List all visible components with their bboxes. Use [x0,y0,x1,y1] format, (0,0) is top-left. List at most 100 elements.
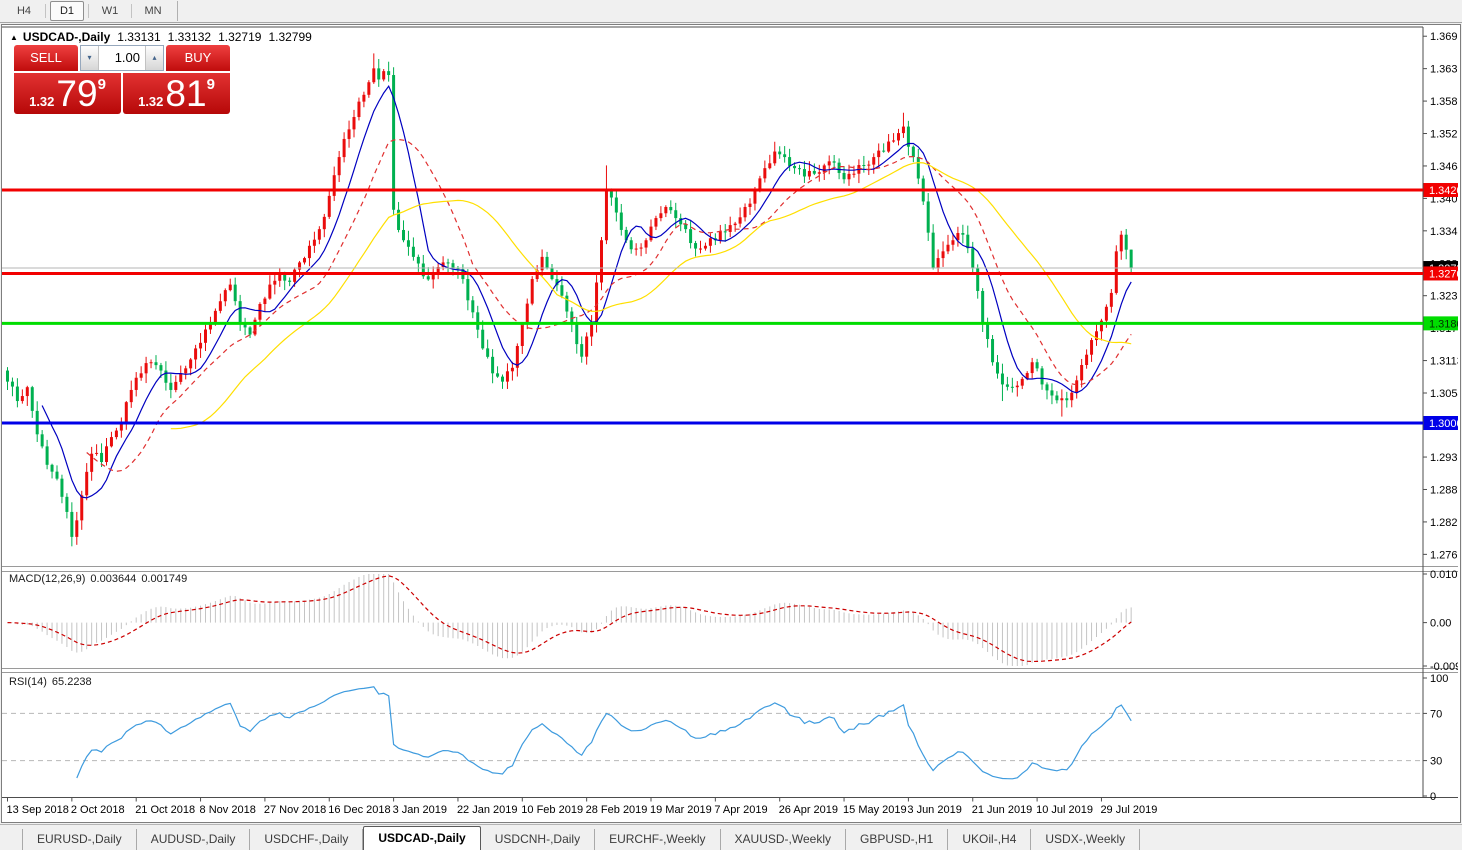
candle-body [194,348,198,360]
rsi-tick-label: 0 [1430,791,1436,803]
collapse-arrow-icon[interactable]: ▲ [10,33,18,42]
timeframe-toolbar: H4 D1 W1 MN [0,0,1462,23]
sell-price-big: 79 [56,73,98,114]
one-click-trade-panel: SELL ▾ 1.00 ▴ BUY 1.32 79 9 1.32 81 9 [14,45,230,114]
candle-body [486,348,490,357]
candle-body [946,244,950,252]
date-label: 2 Oct 2018 [71,804,125,816]
macd-name: MACD(12,26,9) [9,573,86,585]
candle-body [1109,292,1113,307]
rsi-tick-label: 100 [1430,673,1448,685]
candle-body [1124,234,1128,250]
candle-body [10,381,14,387]
sell-price-box[interactable]: 1.32 79 9 [14,73,121,114]
candle-body [600,240,603,283]
candle-body [139,373,143,378]
timeframe-button-h4[interactable]: H4 [16,5,32,17]
ma-line-8 [41,84,1132,499]
svg-text:1.31801: 1.31801 [1429,318,1458,330]
candle-body [114,430,118,438]
candle-body [1070,392,1074,401]
volume-value[interactable]: 1.00 [114,50,140,65]
candle-body [491,356,495,374]
toolbar-separator [45,4,46,18]
candle-body [283,273,287,281]
volume-decrease-button[interactable]: ▾ [81,46,99,70]
candle-body [956,233,960,241]
chart-tab-eurchf-weekly[interactable]: EURCHF-,Weekly [595,829,721,850]
candle-body [1040,368,1044,385]
candle-body [149,362,153,364]
date-label: 21 Jun 2019 [972,804,1033,816]
candle-body [892,140,896,142]
chart-tab-usdcnh-daily[interactable]: USDCNH-,Daily [481,829,596,850]
toolbar-separator [88,4,89,18]
candle-body [1005,384,1009,387]
chart-tab-eurusd-daily[interactable]: EURUSD-,Daily [22,829,137,850]
candle-body [778,151,782,155]
candle-body [144,363,148,374]
chart-tab-audusd-daily[interactable]: AUDUSD-,Daily [137,829,251,850]
candle-body [426,276,430,280]
chart-tab-usdx-weekly[interactable]: USDX-,Weekly [1031,829,1141,850]
volume-increase-button[interactable]: ▴ [145,46,163,70]
buy-button[interactable]: BUY [166,45,230,71]
candle-body [530,279,534,304]
candle-body [347,129,351,139]
price-tick-label: 1.33470 [1430,226,1458,238]
candle-body [1129,249,1133,269]
candle-body [991,339,995,363]
candle-body [1065,398,1069,401]
sell-price-pip: 9 [97,76,106,93]
candle-body [882,150,886,152]
chart-tab-gbpusd-h1[interactable]: GBPUSD-,H1 [846,829,949,850]
candle-body [708,238,712,246]
candle-body [15,386,19,402]
price-tick-label: 1.36980 [1430,31,1458,43]
candle-body [119,423,123,431]
candle-body [263,298,267,305]
candle-body [515,345,519,368]
candle-body [60,478,64,497]
candle-body [481,329,485,349]
candle-body [1020,378,1024,386]
candle-body [124,402,128,424]
candle-body [916,157,920,179]
chart-canvas[interactable]: 1.369801.363951.358101.352251.346401.340… [2,25,1458,820]
candle-body [654,218,658,227]
candle-body [258,304,262,320]
candle-body [352,117,356,130]
candle-body [80,495,84,521]
timeframe-button-d1[interactable]: D1 [50,1,84,21]
candle-body [718,231,722,241]
candle-body [664,206,668,214]
candle-body [174,381,178,390]
macd-tick-label: 0.00 [1430,618,1451,630]
candle-body [248,327,252,335]
candle-body [406,240,410,247]
candle-body [783,154,787,158]
candle-body [40,434,44,447]
chart-tab-usdcad-daily[interactable]: USDCAD-,Daily [363,826,481,850]
price-tick-label: 1.35810 [1430,96,1458,108]
candle-body [560,285,564,296]
candle-body [397,209,401,230]
chart-tab-usdchf-daily[interactable]: USDCHF-,Daily [250,829,364,850]
chart-tab-ukoil-h4[interactable]: UKOil-,H4 [948,829,1032,850]
macd-tick-label: -0.009203 [1430,661,1458,673]
price-tick-label: 1.28805 [1430,484,1458,496]
price-tick-label: 1.35225 [1430,129,1458,141]
chart-tab-xauusd-weekly[interactable]: XAUUSD-,Weekly [721,829,846,850]
sell-button[interactable]: SELL [14,45,78,71]
candle-body [436,267,440,274]
timeframe-button-w1[interactable]: W1 [101,5,119,17]
timeframe-button-mn[interactable]: MN [144,5,162,17]
candle-body [842,172,846,180]
rsi-tick-label: 70 [1430,708,1442,720]
buy-price-box[interactable]: 1.32 81 9 [123,73,230,114]
candle-body [793,165,797,169]
candle-body [619,212,623,230]
candle-body [684,224,688,230]
candle-body [55,471,59,479]
candle-body [827,161,831,166]
